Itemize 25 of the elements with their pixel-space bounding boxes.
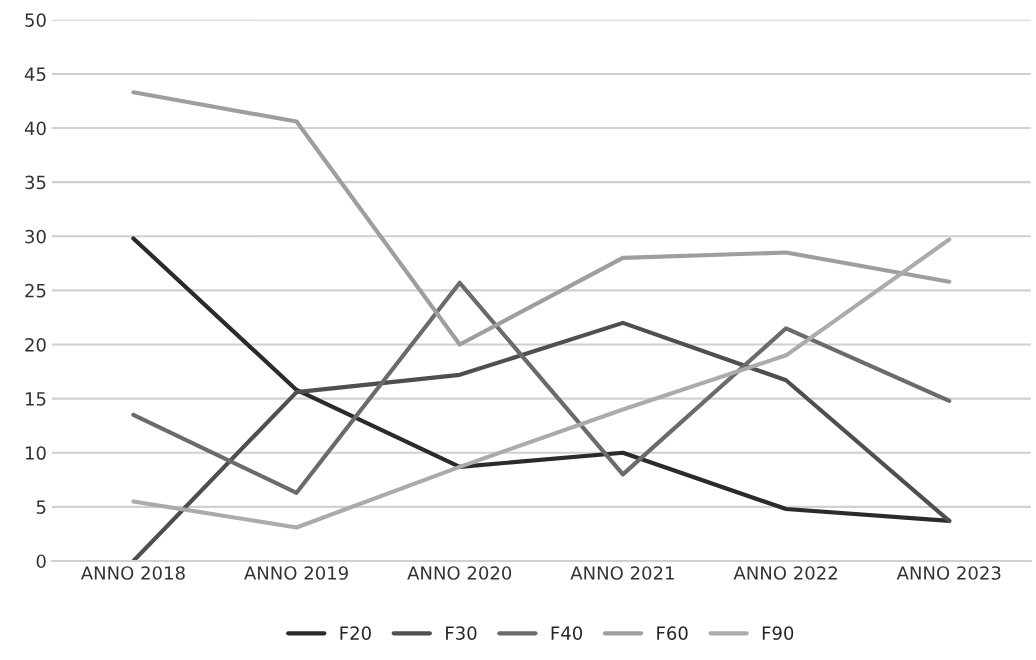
legend-label: F60 <box>657 626 688 640</box>
line-series <box>131 280 952 495</box>
legend-label: F90 <box>762 626 794 640</box>
y-tick-label: 10 <box>25 446 46 460</box>
line-series <box>131 90 952 347</box>
y-tick-label: 25 <box>25 283 46 298</box>
y-tick-label: 30 <box>25 229 46 244</box>
x-tick-label: ANNO 2022 <box>733 566 837 580</box>
y-tick-label: 0 <box>36 554 46 569</box>
y-tick-label: 45 <box>24 67 46 82</box>
y-tick-label: 20 <box>25 337 46 352</box>
x-tick-label: ANNO 2023 <box>896 566 1001 580</box>
line-series <box>131 320 952 561</box>
y-tick-label: 35 <box>25 175 46 190</box>
y-tick-label: 5 <box>36 500 46 514</box>
legend-label: F20 <box>340 626 371 640</box>
y-tick-label: 50 <box>25 13 46 27</box>
x-tick-label: ANNO 2018 <box>80 566 185 580</box>
x-tick-label: ANNO 2019 <box>244 566 348 580</box>
y-tick-label: 15 <box>25 392 46 406</box>
y-tick-label: 40 <box>24 121 46 136</box>
legend-label: F30 <box>446 626 477 640</box>
x-tick-label: ANNO 2020 <box>407 566 512 580</box>
legend-label: F40 <box>551 626 583 640</box>
x-tick-label: ANNO 2021 <box>570 566 674 580</box>
